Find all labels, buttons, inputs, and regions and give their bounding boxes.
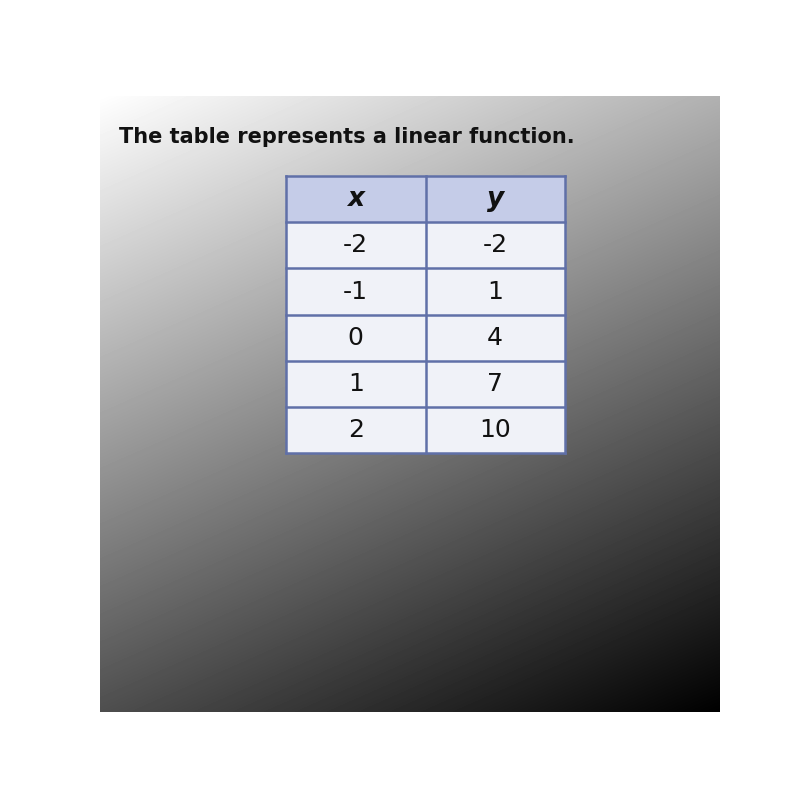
Text: 1: 1 [487,279,503,303]
Text: 7: 7 [487,372,503,396]
Text: -2: -2 [482,234,508,258]
Text: x: x [347,186,364,212]
Text: 0: 0 [348,326,364,350]
Text: -2: -2 [343,234,368,258]
Text: 1: 1 [348,372,364,396]
Bar [286,176,565,222]
Bar [286,222,565,269]
Text: 10: 10 [479,418,511,442]
Bar [286,269,565,314]
Text: The table represents a linear function.: The table represents a linear function. [118,127,574,147]
Text: -1: -1 [343,279,368,303]
Text: 2: 2 [348,418,364,442]
Bar [286,361,565,407]
Bar [286,407,565,454]
Bar [286,314,565,361]
Text: 4: 4 [487,326,503,350]
Text: y: y [486,186,504,212]
